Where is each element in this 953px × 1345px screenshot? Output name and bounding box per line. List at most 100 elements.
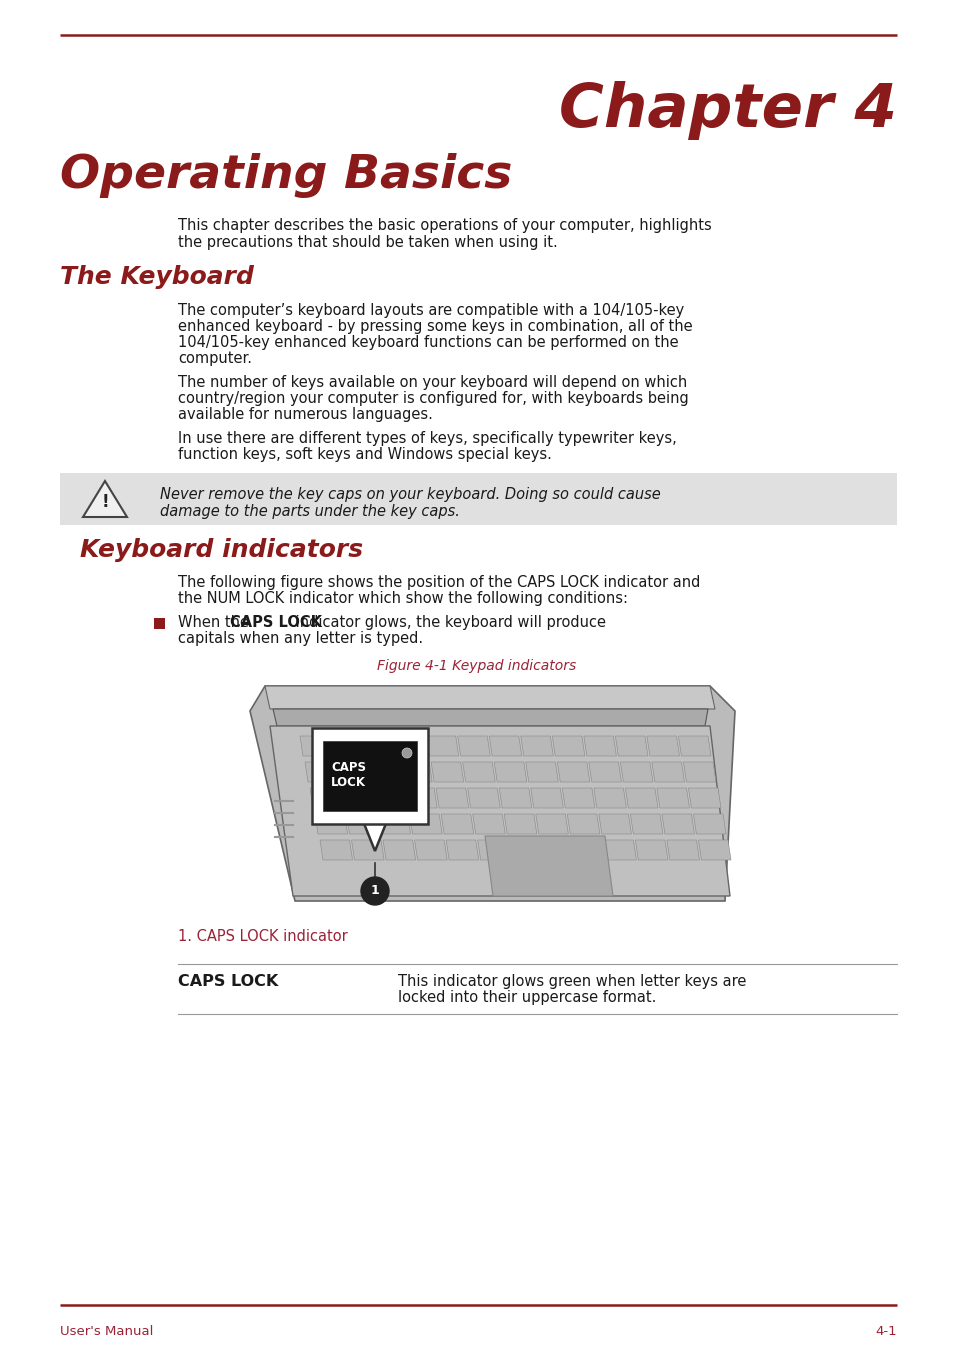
- Polygon shape: [467, 788, 499, 808]
- Polygon shape: [351, 841, 384, 859]
- Polygon shape: [678, 736, 710, 756]
- Polygon shape: [409, 814, 441, 834]
- Polygon shape: [530, 788, 562, 808]
- Text: damage to the parts under the key caps.: damage to the parts under the key caps.: [160, 504, 459, 519]
- Polygon shape: [415, 841, 447, 859]
- Bar: [153, 617, 165, 629]
- Text: capitals when any letter is typed.: capitals when any letter is typed.: [178, 631, 423, 646]
- Polygon shape: [310, 788, 342, 808]
- Polygon shape: [305, 763, 337, 781]
- Polygon shape: [635, 841, 667, 859]
- Polygon shape: [299, 736, 333, 756]
- Bar: [323, 741, 416, 811]
- Text: The following figure shows the position of the CAPS LOCK indicator and: The following figure shows the position …: [178, 576, 700, 590]
- Polygon shape: [270, 726, 729, 896]
- Polygon shape: [363, 820, 387, 851]
- Text: 1: 1: [370, 885, 379, 897]
- Text: User's Manual: User's Manual: [60, 1325, 153, 1338]
- Polygon shape: [363, 736, 395, 756]
- Polygon shape: [377, 814, 410, 834]
- Polygon shape: [619, 763, 652, 781]
- Polygon shape: [625, 788, 658, 808]
- Polygon shape: [336, 763, 369, 781]
- Polygon shape: [661, 814, 694, 834]
- Polygon shape: [373, 788, 405, 808]
- Text: the NUM LOCK indicator which show the following conditions:: the NUM LOCK indicator which show the fo…: [178, 590, 627, 607]
- Text: CAPS
LOCK: CAPS LOCK: [331, 761, 366, 790]
- Polygon shape: [431, 763, 463, 781]
- Text: country/region your computer is configured for, with keyboards being: country/region your computer is configur…: [178, 391, 688, 406]
- Polygon shape: [698, 841, 730, 859]
- Text: enhanced keyboard - by pressing some keys in combination, all of the: enhanced keyboard - by pressing some key…: [178, 319, 692, 334]
- Polygon shape: [509, 841, 541, 859]
- Polygon shape: [651, 763, 683, 781]
- Text: computer.: computer.: [178, 351, 252, 366]
- Text: indicator glows, the keyboard will produce: indicator glows, the keyboard will produ…: [291, 615, 606, 629]
- Text: In use there are different types of keys, specifically typewriter keys,: In use there are different types of keys…: [178, 430, 676, 447]
- Text: Keyboard indicators: Keyboard indicators: [80, 538, 363, 562]
- Polygon shape: [399, 763, 432, 781]
- Circle shape: [360, 877, 389, 905]
- Polygon shape: [498, 788, 531, 808]
- Polygon shape: [314, 814, 347, 834]
- Text: This indicator glows green when letter keys are: This indicator glows green when letter k…: [397, 974, 745, 989]
- Text: This chapter describes the basic operations of your computer, highlights: This chapter describes the basic operati…: [178, 218, 711, 233]
- Polygon shape: [332, 736, 364, 756]
- Polygon shape: [615, 736, 647, 756]
- Text: available for numerous languages.: available for numerous languages.: [178, 408, 433, 422]
- Polygon shape: [603, 841, 636, 859]
- Polygon shape: [630, 814, 662, 834]
- Polygon shape: [588, 763, 620, 781]
- Polygon shape: [536, 814, 568, 834]
- Circle shape: [401, 748, 412, 759]
- Polygon shape: [520, 736, 553, 756]
- Polygon shape: [593, 788, 626, 808]
- Text: the precautions that should be taken when using it.: the precautions that should be taken whe…: [178, 235, 558, 250]
- Text: CAPS LOCK: CAPS LOCK: [178, 974, 278, 989]
- Polygon shape: [557, 763, 589, 781]
- Polygon shape: [525, 763, 558, 781]
- Polygon shape: [250, 686, 734, 901]
- Polygon shape: [404, 788, 436, 808]
- Polygon shape: [657, 788, 689, 808]
- Polygon shape: [489, 736, 521, 756]
- Polygon shape: [540, 841, 573, 859]
- Polygon shape: [457, 736, 490, 756]
- Polygon shape: [273, 709, 707, 726]
- Text: CAPS LOCK: CAPS LOCK: [230, 615, 322, 629]
- Polygon shape: [494, 763, 526, 781]
- Text: The Keyboard: The Keyboard: [60, 265, 253, 289]
- FancyBboxPatch shape: [60, 473, 896, 525]
- Polygon shape: [504, 814, 537, 834]
- Text: !: !: [101, 494, 109, 511]
- Text: Figure 4-1 Keypad indicators: Figure 4-1 Keypad indicators: [377, 659, 576, 672]
- Polygon shape: [341, 788, 374, 808]
- Text: The number of keys available on your keyboard will depend on which: The number of keys available on your key…: [178, 375, 686, 390]
- Polygon shape: [552, 736, 584, 756]
- Polygon shape: [383, 841, 416, 859]
- Polygon shape: [368, 763, 400, 781]
- Polygon shape: [265, 686, 714, 709]
- Polygon shape: [688, 788, 720, 808]
- Polygon shape: [472, 814, 505, 834]
- Text: function keys, soft keys and Windows special keys.: function keys, soft keys and Windows spe…: [178, 447, 551, 461]
- Polygon shape: [646, 736, 679, 756]
- Polygon shape: [83, 482, 127, 516]
- Polygon shape: [666, 841, 699, 859]
- Text: The computer’s keyboard layouts are compatible with a 104/105-key: The computer’s keyboard layouts are comp…: [178, 303, 683, 317]
- Polygon shape: [583, 736, 616, 756]
- Polygon shape: [572, 841, 604, 859]
- Text: Chapter 4: Chapter 4: [558, 81, 896, 140]
- Text: Never remove the key caps on your keyboard. Doing so could cause: Never remove the key caps on your keyboa…: [160, 487, 660, 502]
- Polygon shape: [440, 814, 474, 834]
- Polygon shape: [446, 841, 478, 859]
- Polygon shape: [426, 736, 458, 756]
- Polygon shape: [561, 788, 595, 808]
- Polygon shape: [484, 837, 613, 896]
- Text: 104/105-key enhanced keyboard functions can be performed on the: 104/105-key enhanced keyboard functions …: [178, 335, 678, 350]
- Polygon shape: [395, 736, 427, 756]
- Text: Operating Basics: Operating Basics: [60, 152, 512, 198]
- Text: locked into their uppercase format.: locked into their uppercase format.: [397, 990, 656, 1005]
- Polygon shape: [693, 814, 725, 834]
- Polygon shape: [477, 841, 510, 859]
